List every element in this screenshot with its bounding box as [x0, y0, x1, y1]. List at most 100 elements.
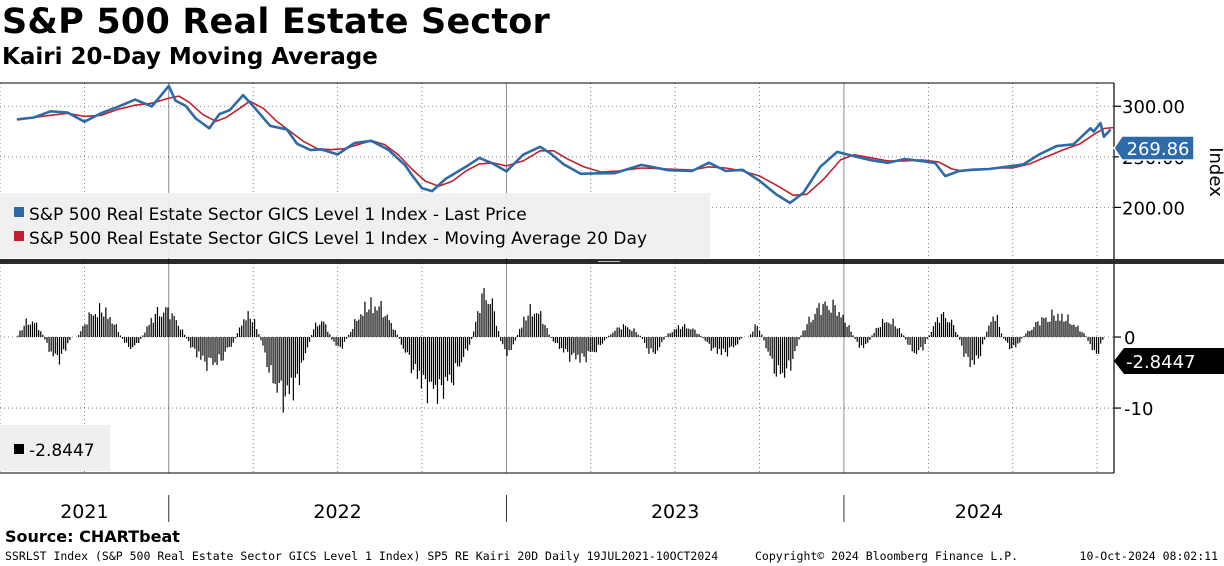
kairi-bar	[200, 337, 202, 360]
kairi-bar	[404, 337, 406, 353]
kairi-y-tick-label: 0	[1124, 328, 1135, 349]
kairi-bar	[329, 334, 331, 338]
kairi-bar	[828, 309, 830, 338]
kairi-bar	[708, 337, 710, 344]
kairi-bar	[17, 335, 19, 338]
kairi-bar	[253, 319, 256, 338]
kairi-bar	[408, 337, 410, 355]
kairi-bar	[704, 337, 706, 341]
kairi-bar	[862, 337, 865, 349]
kairi-bar	[266, 337, 268, 368]
kairi-bar	[637, 334, 639, 338]
kairi-bar	[873, 333, 875, 338]
kairi-bar	[256, 329, 258, 338]
kairi-bar	[308, 337, 311, 342]
kairi-bar	[575, 337, 577, 360]
kairi-bar	[911, 337, 913, 352]
kairi-bar	[234, 337, 236, 339]
kairi-bar	[140, 337, 142, 339]
kairi-bar	[1015, 337, 1017, 348]
kairi-bar	[477, 311, 479, 338]
kairi-bar	[771, 337, 773, 359]
kairi-bar	[36, 322, 38, 338]
kairi-bar	[648, 337, 650, 354]
kairi-bar	[924, 337, 926, 345]
kairi-bar	[58, 337, 61, 365]
kairi-bar	[722, 337, 725, 349]
kairi-bar	[241, 325, 243, 338]
kairi-bar	[686, 328, 688, 338]
kairi-bar	[23, 325, 25, 338]
kairi-bar	[458, 337, 461, 367]
kairi-bar	[202, 337, 204, 356]
kairi-bar	[337, 337, 339, 347]
kairi-bar	[426, 337, 429, 404]
kairi-bar	[181, 329, 184, 338]
kairi-bar	[977, 337, 980, 359]
kairi-bar	[21, 330, 23, 338]
kairi-bar	[587, 337, 589, 352]
kairi-bar	[212, 337, 214, 366]
last-price-line	[16, 84, 1112, 205]
kairi-bar	[1093, 337, 1095, 351]
kairi-bar	[523, 316, 525, 338]
kairi-bar	[258, 334, 260, 338]
kairi-bar	[414, 337, 417, 365]
kairi-bar	[146, 326, 148, 338]
kairi-bar	[130, 337, 132, 349]
kairi-bar	[1085, 336, 1087, 338]
kairi-bar	[589, 337, 591, 352]
kairi-bar	[282, 337, 284, 413]
kairi-bar	[366, 312, 368, 338]
kairi-bar	[696, 333, 698, 338]
kairi-bar	[294, 337, 296, 378]
kairi-bar	[963, 337, 965, 357]
kairi-bar	[1013, 337, 1015, 346]
kairi-bar	[920, 337, 922, 347]
footer-timestamp: 10-Oct-2024 08:02:11	[1079, 549, 1218, 563]
kairi-bar	[610, 334, 612, 338]
kairi-bar	[546, 327, 548, 338]
kairi-bar	[671, 332, 673, 338]
kairi-bar	[953, 325, 955, 338]
chart-subtitle: Kairi 20-Day Moving Average	[2, 44, 378, 70]
kairi-bar	[500, 337, 502, 342]
kairi-bar	[946, 322, 949, 338]
legend-swatch-last-price	[14, 207, 24, 217]
kairi-bar	[119, 335, 122, 338]
kairi-bar	[560, 337, 563, 348]
kairi-bar	[879, 327, 882, 338]
kairi-bar	[519, 328, 521, 338]
kairi-bar	[830, 312, 832, 338]
kairi-bar	[128, 337, 130, 347]
kairi-bar	[603, 337, 606, 341]
legend-label-moving-average: S&P 500 Real Estate Sector GICS Level 1 …	[29, 229, 647, 249]
last-kairi-callout	[1114, 348, 1224, 374]
kairi-bar	[579, 337, 581, 363]
kairi-bar	[442, 337, 445, 399]
kairi-bar	[629, 329, 631, 338]
kairi-bar	[510, 337, 512, 351]
kairi-bar	[169, 319, 171, 338]
kairi-bar	[595, 337, 597, 353]
kairi-bar	[665, 336, 667, 338]
kairi-bar	[942, 311, 945, 338]
kairi-bar	[179, 329, 182, 338]
kairi-bar	[654, 337, 656, 354]
kairi-bar	[802, 330, 804, 338]
kairi-bar	[446, 337, 449, 381]
kairi-bar	[573, 337, 575, 353]
kairi-bar	[622, 324, 625, 338]
kairi-bar	[860, 337, 863, 346]
kairi-bar	[450, 337, 453, 383]
kairi-bar	[67, 337, 69, 344]
kairi-bar	[115, 324, 117, 338]
kairi-bar	[304, 337, 307, 354]
kairi-bar	[177, 325, 179, 338]
kairi-bar	[148, 324, 150, 338]
kairi-bar	[372, 313, 374, 338]
kairi-bar	[117, 332, 119, 338]
kairi-bar	[639, 335, 641, 338]
kairi-bar	[650, 337, 652, 349]
legend-swatch-kairi	[14, 444, 24, 454]
